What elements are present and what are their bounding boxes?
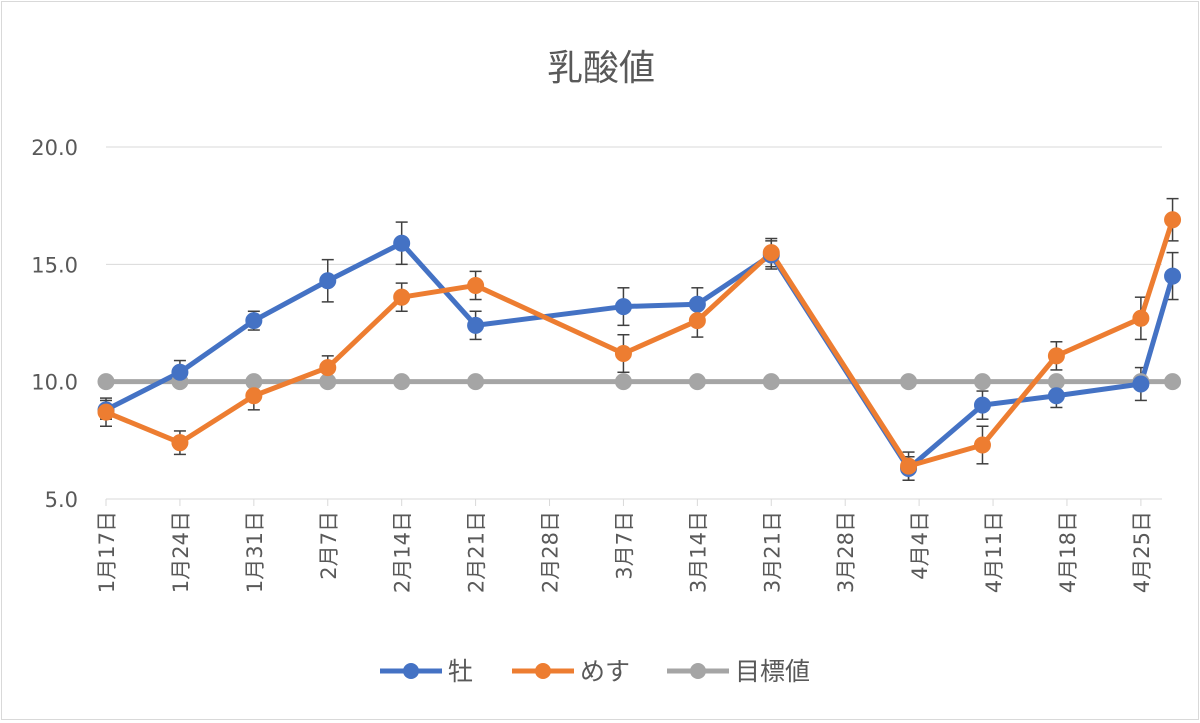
y-tick-label: 5.0 [45,488,78,512]
x-tick-label: 4月18日 [1056,511,1080,593]
x-tick-label: 3月14日 [686,511,710,593]
data-point [393,373,411,391]
y-tick-label: 15.0 [31,253,78,277]
y-tick-label: 20.0 [31,136,78,160]
data-point [762,244,780,262]
data-point [1132,375,1150,393]
legend-marker [690,663,706,679]
series-line-0 [103,240,1176,471]
data-point [1047,387,1065,405]
data-point [614,298,632,316]
data-point [245,312,263,330]
x-tick-label: 1月24日 [169,511,193,593]
series-line-1 [103,217,1176,469]
x-tick-label: 3月28日 [834,511,858,593]
data-point [688,373,706,391]
data-point [467,373,485,391]
x-tick-label: 2月14日 [391,511,415,593]
data-point [688,295,706,313]
x-tick-label: 1月31日 [243,511,267,593]
legend-marker [403,663,419,679]
data-point [614,345,632,363]
y-axis-ticks: 5.0 10.0 15.0 20.0 [31,136,78,512]
data-point [319,272,337,290]
data-point [171,434,189,452]
x-tick-label: 2月28日 [539,511,563,593]
x-tick-label: 4月25日 [1130,511,1154,593]
data-point [467,316,485,334]
series-markers [97,211,1182,477]
x-tick-label: 3月21日 [760,511,784,593]
data-point [393,234,411,252]
error-bars [100,197,1179,481]
legend-label: 牡 [448,657,473,686]
data-point [1164,373,1182,391]
series-lines [103,217,1176,471]
legend: 牡 めす 目標値 [380,657,810,686]
data-point [245,387,263,405]
data-point [1164,267,1182,285]
x-tick-label: 4月11日 [982,511,1006,593]
data-point [171,363,189,381]
legend-marker [535,663,551,679]
data-point [1164,211,1182,229]
x-tick-label: 2月21日 [465,511,489,593]
x-tick-label: 2月7日 [317,511,341,580]
x-tick-label: 4月4日 [908,511,932,580]
data-point [900,373,918,391]
data-point [97,373,115,391]
chart-title: 乳酸値 [547,48,655,89]
data-point [688,312,706,330]
data-point [319,359,337,377]
data-point [97,403,115,421]
data-point [467,276,485,294]
data-point [1047,347,1065,365]
data-point [900,457,918,475]
x-tick-label: 3月7日 [612,511,636,580]
legend-label: めす [580,657,630,686]
data-point [973,436,991,454]
data-point [762,373,780,391]
data-point [393,288,411,306]
y-tick-label: 10.0 [31,371,78,395]
data-point [1132,309,1150,327]
data-point [614,373,632,391]
data-point [973,396,991,414]
legend-label: 目標値 [735,657,810,686]
data-point [973,373,991,391]
x-tick-label: 1月17日 [95,511,119,593]
x-axis: 1月17日 1月24日 1月31日 2月7日 2月14日 2月21日 2月28日 3月7日 3月… [95,498,1162,593]
